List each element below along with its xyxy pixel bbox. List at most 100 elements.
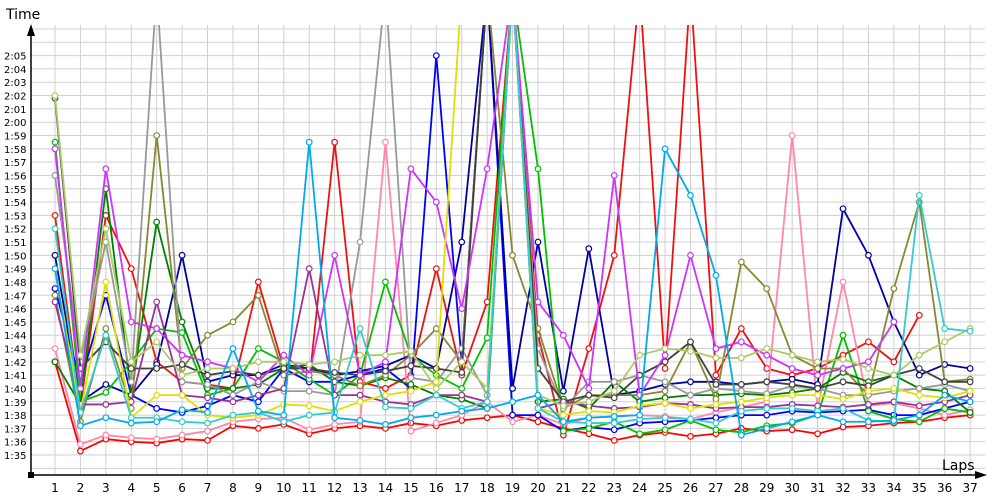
data-point — [331, 421, 339, 428]
data-point — [661, 345, 669, 352]
x-tick-label: 6 — [178, 481, 186, 495]
data-point — [788, 405, 796, 412]
data-point — [178, 361, 186, 368]
data-point — [839, 205, 847, 213]
data-point — [534, 391, 542, 399]
data-point — [356, 382, 364, 390]
data-point — [254, 407, 262, 415]
x-tick-label: 9 — [255, 481, 263, 495]
x-tick-label: 3 — [102, 481, 110, 495]
x-tick-label: 33 — [861, 481, 876, 495]
data-point — [178, 406, 186, 414]
data-point — [432, 265, 440, 273]
data-point — [254, 291, 262, 299]
data-point — [305, 138, 313, 146]
data-point — [51, 265, 59, 273]
data-point — [127, 419, 135, 427]
y-tick-label: 1:50 — [4, 251, 26, 262]
data-point — [560, 402, 567, 410]
data-point — [687, 391, 694, 399]
data-point — [229, 318, 237, 326]
data-point — [458, 358, 466, 366]
data-point — [915, 311, 923, 319]
data-point — [712, 371, 720, 379]
data-point — [712, 354, 720, 362]
data-point — [814, 391, 821, 399]
x-tick-label: 29 — [759, 481, 774, 495]
data-point — [407, 347, 415, 355]
data-point — [51, 291, 59, 299]
y-tick-label: 1:47 — [4, 291, 26, 302]
data-point — [966, 387, 974, 395]
data-point — [280, 365, 288, 372]
y-axis-title: Time — [5, 7, 40, 23]
data-point — [229, 411, 237, 419]
data-point — [865, 338, 872, 346]
data-point — [560, 418, 567, 426]
data-point — [51, 298, 59, 306]
x-tick-label: 23 — [607, 481, 622, 495]
data-point — [941, 325, 949, 332]
data-point — [763, 285, 771, 293]
x-tick-label: 2 — [77, 481, 85, 495]
y-tick-label: 1:36 — [4, 438, 26, 449]
data-point — [737, 381, 745, 388]
data-point — [102, 389, 110, 396]
data-point — [102, 331, 110, 339]
data-point — [534, 405, 542, 412]
data-point — [305, 426, 313, 434]
data-point — [77, 440, 84, 448]
data-point — [432, 411, 440, 419]
data-point — [51, 138, 59, 146]
y-tick-label: 1:49 — [4, 265, 26, 276]
data-point — [51, 225, 59, 233]
data-point — [915, 192, 923, 199]
data-point — [483, 165, 491, 173]
data-point — [178, 329, 186, 336]
x-tick-label: 17 — [454, 481, 469, 495]
x-tick-label: 32 — [835, 481, 850, 495]
x-tick-label: 11 — [302, 481, 317, 495]
data-point — [839, 278, 847, 286]
data-point — [687, 378, 694, 386]
y-tick-label: 2:02 — [4, 92, 26, 103]
data-point — [712, 271, 720, 279]
data-point — [534, 165, 542, 173]
data-point — [305, 265, 313, 273]
data-point — [51, 251, 59, 259]
data-point — [687, 415, 694, 423]
y-tick-label: 1:58 — [4, 145, 26, 156]
data-point — [178, 318, 186, 326]
data-point — [661, 365, 669, 372]
data-point — [763, 365, 771, 372]
data-point — [509, 385, 516, 392]
data-point — [737, 338, 745, 346]
data-point — [661, 351, 669, 359]
data-point — [382, 421, 389, 428]
data-point — [127, 378, 135, 386]
data-point — [915, 351, 923, 359]
data-point — [737, 354, 745, 362]
data-point — [204, 436, 211, 444]
data-point — [610, 419, 618, 427]
data-point — [966, 398, 974, 406]
data-point — [788, 351, 796, 359]
y-tick-label: 1:45 — [4, 318, 26, 329]
data-point — [204, 371, 211, 379]
data-point — [915, 411, 923, 419]
data-point — [737, 398, 745, 406]
data-point — [458, 238, 466, 246]
data-point — [153, 391, 161, 399]
data-point — [915, 365, 923, 372]
data-point — [458, 369, 466, 376]
data-point — [534, 418, 542, 426]
data-point — [254, 425, 262, 432]
data-point — [356, 398, 364, 406]
y-tick-label: 1:55 — [4, 185, 26, 196]
data-point — [77, 385, 84, 392]
data-point — [941, 338, 949, 346]
data-point — [966, 327, 974, 335]
data-point — [890, 285, 898, 293]
data-point — [509, 251, 516, 259]
data-point — [204, 358, 211, 366]
